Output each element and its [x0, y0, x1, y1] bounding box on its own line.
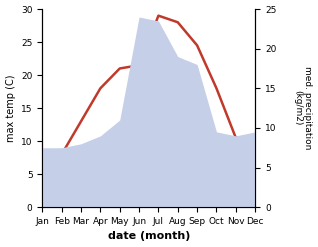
Y-axis label: med. precipitation
(kg/m2): med. precipitation (kg/m2) [293, 66, 313, 150]
Y-axis label: max temp (C): max temp (C) [5, 74, 16, 142]
X-axis label: date (month): date (month) [107, 231, 190, 242]
